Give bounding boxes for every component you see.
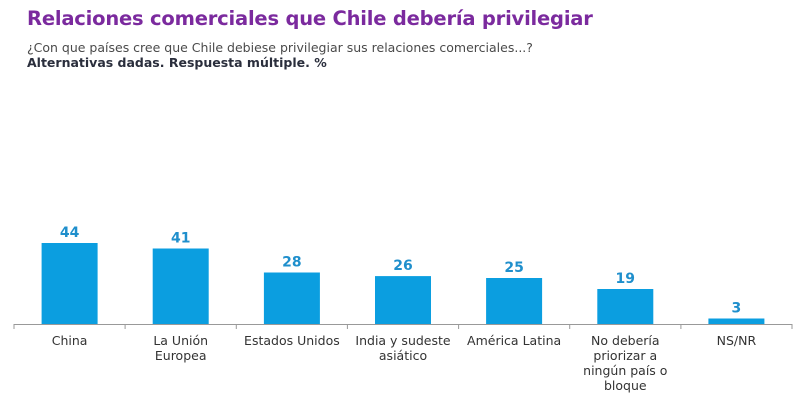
category-label-line: India y sudeste xyxy=(355,333,450,348)
value-label-4: 25 xyxy=(504,260,523,276)
category-label-2: Estados Unidos xyxy=(244,333,340,348)
value-label-5: 19 xyxy=(616,271,635,287)
category-label-1: La Unión Europea xyxy=(153,333,208,363)
x-axis xyxy=(13,324,793,329)
bar-3 xyxy=(375,276,431,324)
value-label-1: 41 xyxy=(171,231,190,247)
category-label-line: No debería xyxy=(591,333,660,348)
value-label-6: 3 xyxy=(732,301,742,317)
category-label-line: Estados Unidos xyxy=(244,333,340,348)
value-label-0: 44 xyxy=(60,225,80,241)
category-label-line: asiático xyxy=(379,348,427,363)
bar-4 xyxy=(486,278,543,324)
category-label-line: La Unión xyxy=(153,333,208,348)
chart-subtitle: ¿Con que países cree que Chile debiese p… xyxy=(27,40,533,55)
bars-group xyxy=(41,243,765,324)
bar-5 xyxy=(597,289,654,324)
bar-1 xyxy=(152,248,209,324)
category-label-line: China xyxy=(52,333,88,348)
category-label-line: ningún país o xyxy=(583,363,667,378)
category-label-3: India y sudeste asiático xyxy=(355,333,450,363)
category-label-line: NS/NR xyxy=(717,333,757,348)
category-label-line: Europea xyxy=(155,348,207,363)
category-label-line: priorizar a xyxy=(593,348,657,363)
category-label-line: América Latina xyxy=(467,333,561,348)
value-label-3: 26 xyxy=(393,258,412,274)
category-label-6: NS/NR xyxy=(717,333,757,348)
value-label-2: 28 xyxy=(282,255,301,271)
labels-group: 44 China 41 La Unión Europea 28 Estados Unidos… xyxy=(52,225,757,393)
chart-note: Alternativas dadas. Respuesta múltiple. … xyxy=(27,55,327,70)
category-label-line: bloque xyxy=(604,378,647,393)
category-label-0: China xyxy=(52,333,88,348)
category-label-5: No debería priorizar a ningún país o bloque xyxy=(583,333,667,393)
bar-2 xyxy=(263,272,320,324)
chart-title: Relaciones comerciales que Chile debería… xyxy=(27,7,593,30)
category-label-4: América Latina xyxy=(467,333,561,348)
bar-6 xyxy=(708,318,765,324)
bar-0 xyxy=(41,243,98,324)
